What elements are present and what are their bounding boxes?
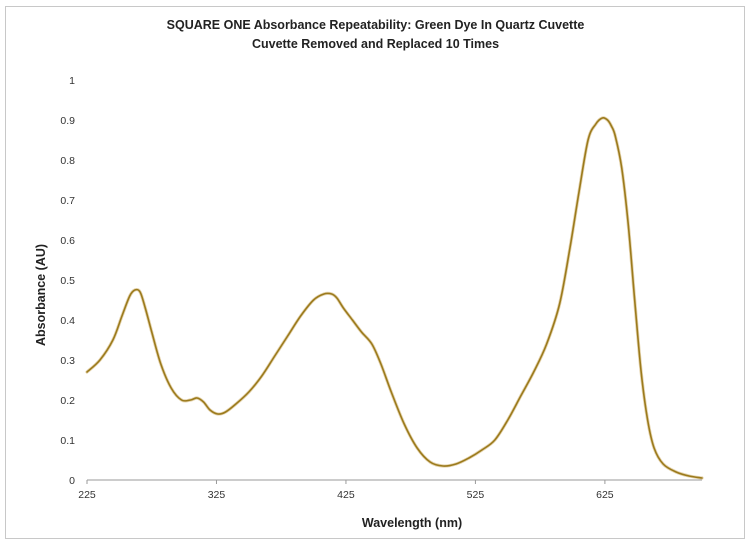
x-tick-label: 325	[208, 489, 226, 501]
chart-subtitle: Cuvette Removed and Replaced 10 Times	[251, 37, 500, 51]
y-tick-label: 0.8	[60, 155, 75, 167]
y-axis-label: Absorbance (AU)	[34, 244, 48, 346]
chart-title-block: SQUARE ONE Absorbance Repeatability: Gre…	[0, 16, 751, 54]
x-tick-label: 525	[467, 489, 485, 501]
y-tick-label: 0.5	[60, 275, 75, 287]
x-axis-label: Wavelength (nm)	[362, 516, 462, 530]
y-tick-label: 0.9	[60, 115, 75, 127]
y-tick-label: 0.1	[60, 435, 75, 447]
y-tick-label: 0	[69, 475, 75, 487]
chart-frame	[5, 6, 745, 539]
chart-title: SQUARE ONE Absorbance Repeatability: Gre…	[166, 18, 585, 32]
y-tick-label: 0.4	[60, 315, 75, 327]
y-tick-label: 0.2	[60, 395, 75, 407]
y-tick-label: 0.7	[60, 195, 75, 207]
y-tick-label: 0.3	[60, 355, 75, 367]
series-line-halo	[85, 116, 704, 480]
x-tick-label: 625	[596, 489, 614, 501]
x-tick-label: 425	[337, 489, 355, 501]
x-axis-ticks: 225 325 425 525 625	[78, 480, 614, 501]
y-tick-label: 1	[69, 75, 75, 87]
y-tick-label: 0.6	[60, 235, 75, 247]
series-layer	[85, 116, 704, 480]
x-tick-label: 225	[78, 489, 96, 501]
y-axis-ticks: 0 0.1 0.2 0.3 0.4 0.5 0.6 0.7 0.8 0.9 1	[60, 75, 75, 487]
series-line	[86, 117, 703, 479]
